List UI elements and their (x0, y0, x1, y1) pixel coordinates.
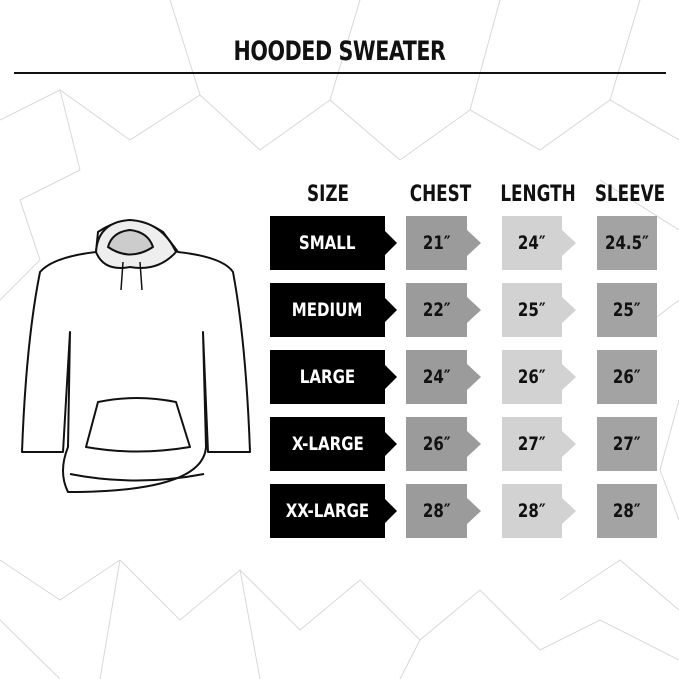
length-cell: 24″ (502, 216, 576, 270)
sleeve-value: 27″ (613, 433, 641, 455)
length-value: 25″ (518, 299, 546, 321)
chest-cell: 21″ (406, 216, 481, 270)
length-cell: 26″ (502, 350, 576, 404)
size-value: X-LARGE (291, 433, 364, 455)
chest-cell: 26″ (406, 417, 481, 471)
chest-value: 22″ (422, 299, 451, 321)
sleeve-value: 24.5″ (605, 232, 649, 254)
chest-value: 24″ (422, 366, 451, 388)
length-value: 28″ (518, 500, 546, 522)
length-value: 26″ (518, 366, 546, 388)
length-value: 24″ (518, 232, 546, 254)
sleeve-cell: 27″ (597, 417, 657, 471)
length-cell: 27″ (502, 417, 576, 471)
size-cell: X-LARGE (270, 417, 397, 471)
sleeve-value: 26″ (613, 366, 641, 388)
chest-cell: 22″ (406, 283, 481, 337)
hoodie-illustration (21, 219, 251, 493)
sleeve-cell: 24.5″ (597, 216, 657, 270)
size-value: LARGE (299, 366, 356, 388)
chest-value: 28″ (422, 500, 451, 522)
chest-cell: 24″ (406, 350, 481, 404)
sleeve-cell: 26″ (597, 350, 657, 404)
size-value: XX-LARGE (285, 500, 370, 522)
length-cell: 25″ (502, 283, 576, 337)
size-cell: XX-LARGE (270, 484, 397, 538)
size-cell: SMALL (270, 216, 397, 270)
length-cell: 28″ (502, 484, 576, 538)
header-sleeve: SLEEVE (594, 182, 666, 207)
size-cell: MEDIUM (270, 283, 397, 337)
chest-value: 26″ (422, 433, 451, 455)
chest-cell: 28″ (406, 484, 481, 538)
title-divider (14, 72, 666, 74)
sleeve-value: 25″ (613, 299, 641, 321)
chart-title: HOODED SWEATER (233, 36, 446, 67)
size-value: MEDIUM (292, 299, 363, 321)
size-value: SMALL (299, 232, 356, 254)
length-value: 27″ (518, 433, 546, 455)
size-cell: LARGE (270, 350, 397, 404)
chest-value: 21″ (422, 232, 451, 254)
header-size: SIZE (306, 182, 350, 207)
header-length: LENGTH (500, 182, 576, 207)
sleeve-value: 28″ (613, 500, 641, 522)
sleeve-cell: 25″ (597, 283, 657, 337)
header-chest: CHEST (409, 182, 472, 207)
sleeve-cell: 28″ (597, 484, 657, 538)
